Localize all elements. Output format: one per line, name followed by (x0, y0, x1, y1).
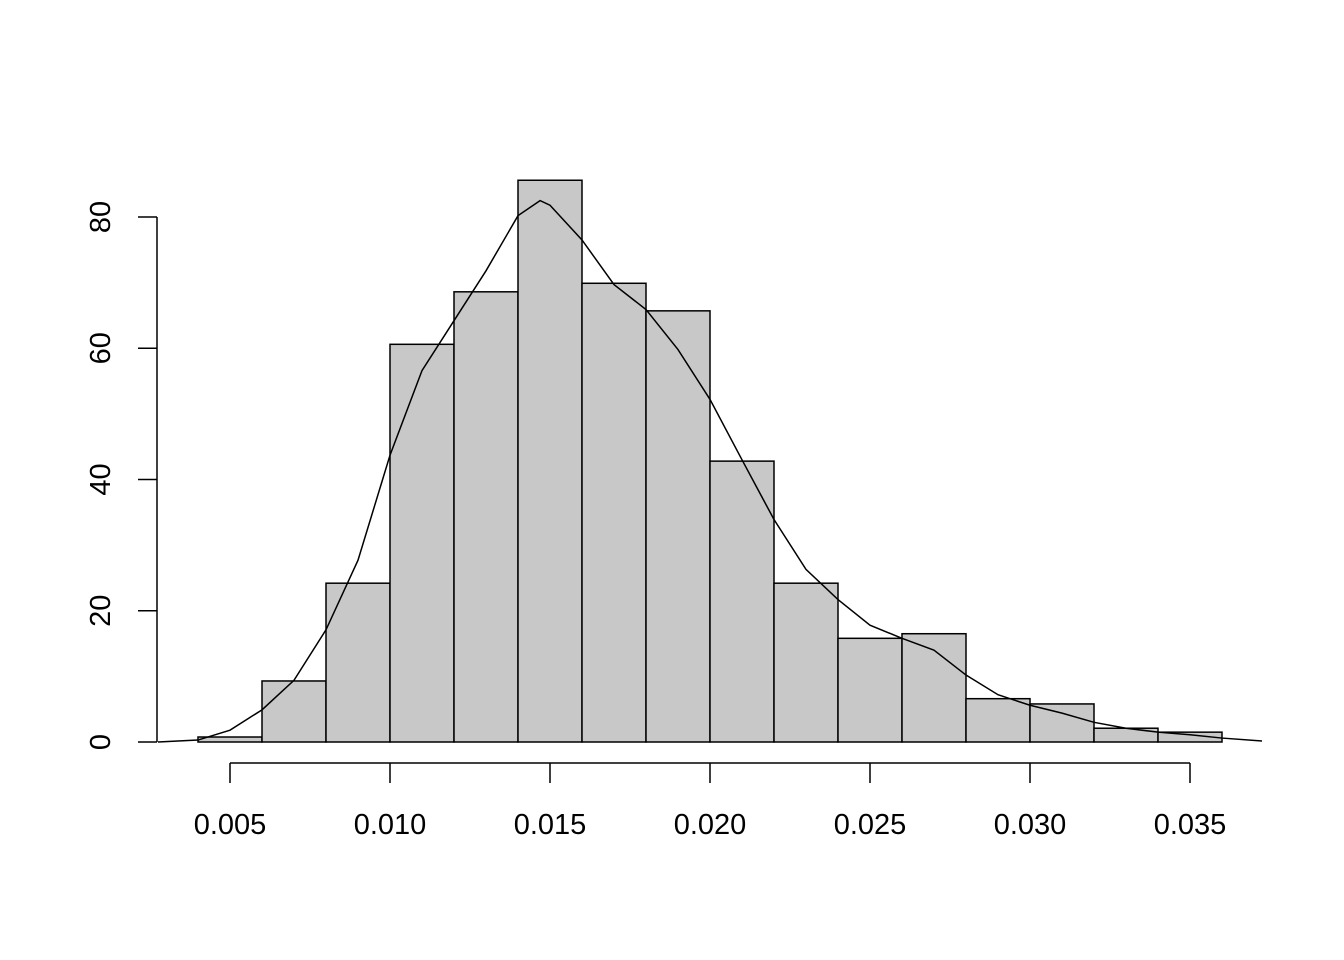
y-tick-label: 20 (85, 595, 117, 627)
x-tick-label: 0.020 (674, 809, 747, 841)
bar (261, 680, 327, 743)
x-tick-label: 0.030 (994, 809, 1067, 841)
bar (965, 697, 1031, 743)
bar (837, 637, 903, 743)
x-tick-label: 0.025 (834, 809, 907, 841)
bar (709, 460, 775, 743)
bar (517, 179, 583, 743)
bar (645, 310, 711, 743)
bar (1157, 731, 1223, 743)
bar (773, 582, 839, 743)
y-tick-label: 60 (85, 332, 117, 364)
x-tick-label: 0.015 (514, 809, 587, 841)
bar (901, 632, 967, 743)
x-tick-label: 0.005 (194, 809, 267, 841)
y-tick-label: 0 (85, 734, 117, 750)
bar (1029, 703, 1095, 743)
density-curve (157, 199, 1263, 743)
bar (581, 282, 647, 743)
bar (453, 291, 519, 743)
y-tick-label: 80 (85, 201, 117, 233)
y-tick-label: 40 (85, 463, 117, 495)
bar (325, 582, 391, 743)
x-tick-label: 0.010 (354, 809, 427, 841)
bar (389, 343, 455, 743)
x-tick-label: 0.035 (1154, 809, 1227, 841)
